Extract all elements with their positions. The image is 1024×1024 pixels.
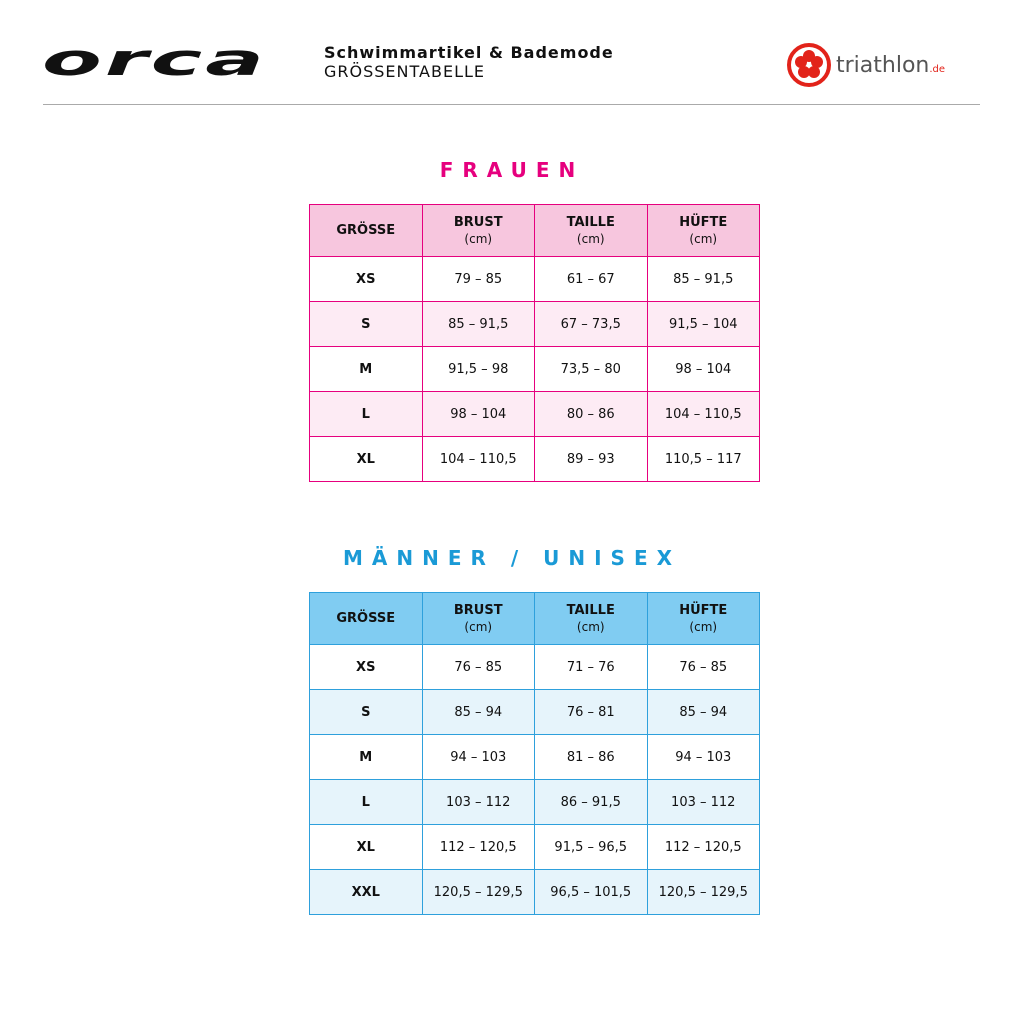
measurement-cell: 85 – 91,5 (646, 256, 760, 302)
table-row: S 85 – 91,5 67 – 73,5 91,5 – 104 (309, 301, 760, 347)
table-row: XL 104 – 110,5 89 – 93 110,5 – 117 (309, 436, 760, 482)
column-label: GRÖSSE (336, 611, 396, 626)
measurement-cell: 103 – 112 (646, 779, 760, 825)
size-cell: XL (309, 436, 423, 482)
measurement-cell: 85 – 91,5 (421, 301, 535, 347)
column-header: TAILLE (cm) (534, 592, 648, 645)
measurement-cell: 103 – 112 (421, 779, 535, 825)
partner-name: triathlon.de (836, 52, 946, 78)
measurement-cell: 71 – 76 (534, 644, 648, 690)
column-unit: (cm) (689, 231, 718, 246)
hibiscus-icon (787, 43, 831, 87)
triathlon-logo: triathlon.de (786, 42, 945, 88)
column-header: BRUST (cm) (421, 592, 535, 645)
measurement-cell: 86 – 91,5 (534, 779, 648, 825)
measurement-cell: 89 – 93 (534, 436, 648, 482)
measurement-cell: 85 – 94 (421, 689, 535, 735)
women-title: FRAUEN (439, 158, 585, 182)
divider (43, 104, 980, 105)
table-row: M 94 – 103 81 – 86 94 – 103 (309, 734, 760, 780)
men-size-table: GRÖSSE BRUST (cm) TAILLE (cm) HÜFTE (cm) XS 76 –… (309, 592, 760, 915)
measurement-cell: 112 – 120,5 (421, 824, 535, 870)
column-label: BRUST (453, 214, 503, 230)
table-row: M 91,5 – 98 73,5 – 80 98 – 104 (309, 346, 760, 392)
table-row: L 98 – 104 80 – 86 104 – 110,5 (309, 391, 760, 437)
column-header: HÜFTE (cm) (646, 592, 760, 645)
table-row: XS 76 – 85 71 – 76 76 – 85 (309, 644, 760, 690)
column-label: TAILLE (566, 214, 615, 230)
header-text: Schwimmartikel & Bademode GRÖSSENTABELLE (324, 43, 614, 81)
measurement-cell: 112 – 120,5 (646, 824, 760, 870)
size-cell: L (309, 779, 423, 825)
measurement-cell: 80 – 86 (534, 391, 648, 437)
size-cell: S (309, 689, 423, 735)
size-cell: XS (309, 644, 423, 690)
men-title: MÄNNER / UNISEX (342, 546, 682, 570)
table-row: S 85 – 94 76 – 81 85 – 94 (309, 689, 760, 735)
column-header: BRUST (cm) (421, 204, 535, 257)
table-row: L 103 – 112 86 – 91,5 103 – 112 (309, 779, 760, 825)
measurement-cell: 94 – 103 (421, 734, 535, 780)
size-cell: XL (309, 824, 423, 870)
table-row: XS 79 – 85 61 – 67 85 – 91,5 (309, 256, 760, 302)
size-cell: M (309, 346, 423, 392)
measurement-cell: 104 – 110,5 (646, 391, 760, 437)
column-unit: (cm) (689, 619, 718, 634)
table-row: XL 112 – 120,5 91,5 – 96,5 112 – 120,5 (309, 824, 760, 870)
measurement-cell: 85 – 94 (646, 689, 760, 735)
column-label: BRUST (453, 602, 503, 618)
measurement-cell: 73,5 – 80 (534, 346, 648, 392)
measurement-cell: 61 – 67 (534, 256, 648, 302)
measurement-cell: 120,5 – 129,5 (646, 869, 760, 915)
measurement-cell: 110,5 – 117 (646, 436, 760, 482)
measurement-cell: 96,5 – 101,5 (534, 869, 648, 915)
measurement-cell: 98 – 104 (646, 346, 760, 392)
column-label: TAILLE (566, 602, 615, 618)
measurement-cell: 98 – 104 (421, 391, 535, 437)
column-header: GRÖSSE (309, 204, 423, 257)
column-label: GRÖSSE (336, 223, 396, 238)
measurement-cell: 76 – 85 (646, 644, 760, 690)
size-cell: XXL (309, 869, 423, 915)
column-unit: (cm) (576, 231, 605, 246)
column-header: TAILLE (cm) (534, 204, 648, 257)
column-label: HÜFTE (679, 214, 728, 230)
measurement-cell: 67 – 73,5 (534, 301, 648, 347)
women-size-table: GRÖSSE BRUST (cm) TAILLE (cm) HÜFTE (cm) XS 79 –… (309, 204, 760, 482)
column-header: HÜFTE (cm) (646, 204, 760, 257)
measurement-cell: 91,5 – 98 (421, 346, 535, 392)
measurement-cell: 104 – 110,5 (421, 436, 535, 482)
column-header: GRÖSSE (309, 592, 423, 645)
size-cell: M (309, 734, 423, 780)
column-unit: (cm) (464, 619, 493, 634)
subtitle: Schwimmartikel & Bademode (324, 43, 614, 62)
column-label: HÜFTE (679, 602, 728, 618)
size-cell: L (309, 391, 423, 437)
measurement-cell: 120,5 – 129,5 (421, 869, 535, 915)
measurement-cell: 76 – 85 (421, 644, 535, 690)
measurement-cell: 76 – 81 (534, 689, 648, 735)
measurement-cell: 81 – 86 (534, 734, 648, 780)
size-cell: XS (309, 256, 423, 302)
measurement-cell: 79 – 85 (421, 256, 535, 302)
column-unit: (cm) (576, 619, 605, 634)
size-cell: S (309, 301, 423, 347)
column-unit: (cm) (464, 231, 493, 246)
measurement-cell: 91,5 – 104 (646, 301, 760, 347)
table-row: XXL 120,5 – 129,5 96,5 – 101,5 120,5 – 129,… (309, 869, 760, 915)
measurement-cell: 91,5 – 96,5 (534, 824, 648, 870)
measurement-cell: 94 – 103 (646, 734, 760, 780)
page-title: GRÖSSENTABELLE (324, 62, 485, 81)
orca-logo: orca (42, 34, 267, 86)
